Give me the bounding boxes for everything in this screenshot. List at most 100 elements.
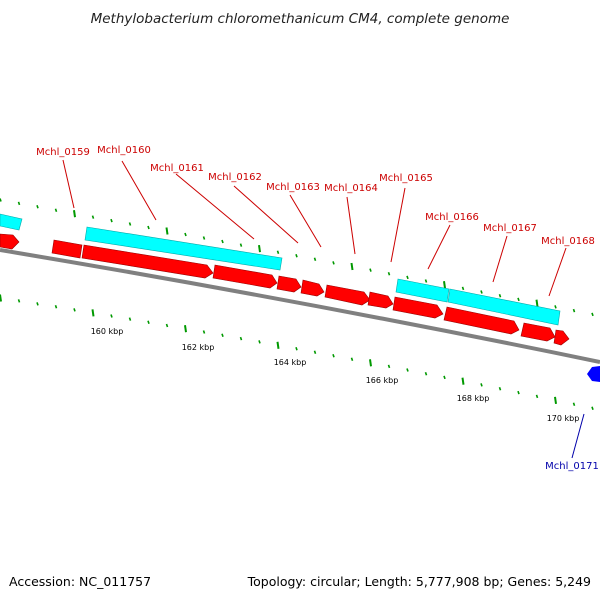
- scale-label: 166 kbp: [366, 376, 399, 385]
- minor-tick: [480, 290, 483, 294]
- minor-tick: [17, 299, 21, 303]
- major-tick: [443, 281, 446, 289]
- minor-tick: [517, 297, 520, 302]
- leader-line: [121, 160, 157, 221]
- minor-tick: [0, 198, 2, 202]
- minor-tick: [73, 308, 76, 312]
- gene-label[interactable]: Mchl_0159: [36, 147, 90, 158]
- leader-line: [175, 173, 255, 240]
- minor-tick: [332, 353, 335, 358]
- minor-tick: [54, 305, 58, 309]
- major-tick: [91, 309, 95, 317]
- gene-arrow[interactable]: [276, 275, 302, 293]
- major-tick: [165, 227, 169, 235]
- gene-arrow[interactable]: [367, 291, 394, 309]
- scale-labels: 160 kbp 162 kbp 164 kbp 166 kbp 168 kbp …: [91, 327, 580, 423]
- major-tick: [73, 210, 76, 218]
- minor-tick: [17, 201, 21, 206]
- cds-feature[interactable]: [395, 278, 450, 303]
- gene-label[interactable]: Mchl_0163: [266, 182, 320, 193]
- gene-label[interactable]: Mchl_0165: [379, 173, 433, 184]
- gene-label[interactable]: Mchl_0161: [150, 163, 204, 174]
- minor-tick: [406, 275, 409, 280]
- minor-tick: [54, 208, 58, 212]
- gene-label[interactable]: Mchl_0168: [541, 236, 595, 247]
- gene-arrow[interactable]: [81, 244, 214, 279]
- gene-arrow[interactable]: [443, 306, 520, 335]
- minor-tick: [350, 357, 354, 361]
- minor-tick: [517, 390, 520, 395]
- minor-tick: [443, 375, 446, 380]
- major-tick: [350, 262, 354, 271]
- minor-tick: [147, 225, 150, 230]
- gene-arrow[interactable]: [0, 233, 20, 250]
- minor-tick: [128, 222, 132, 226]
- gene-arrow[interactable]: [51, 239, 83, 259]
- gene-arrow[interactable]: [553, 329, 570, 346]
- gene-arrow[interactable]: [392, 296, 444, 319]
- gene-arrow[interactable]: [520, 322, 556, 342]
- cds-feature[interactable]: [84, 226, 283, 271]
- scale-label: 162 kbp: [182, 343, 215, 352]
- minor-tick: [202, 330, 206, 334]
- reverse-gene-arrow[interactable]: [587, 366, 600, 382]
- scale-label: 164 kbp: [274, 358, 307, 367]
- major-tick: [184, 325, 187, 333]
- minor-tick: [461, 286, 465, 291]
- label-leaders: [62, 159, 585, 459]
- gene-label[interactable]: Mchl_0167: [483, 223, 537, 234]
- minor-tick: [387, 364, 391, 369]
- major-tick: [554, 396, 557, 405]
- minor-tick: [221, 239, 224, 244]
- leader-line: [427, 224, 451, 270]
- minor-tick: [498, 386, 502, 391]
- minor-tick: [387, 271, 391, 276]
- gene-label[interactable]: Mchl_0171: [545, 461, 599, 472]
- minor-tick: [332, 261, 335, 265]
- minor-tick: [572, 402, 576, 407]
- genome-backbone: [0, 248, 600, 364]
- minor-tick: [424, 279, 428, 283]
- leader-line: [548, 247, 567, 297]
- minor-tick: [313, 350, 317, 354]
- gene-label[interactable]: Mchl_0164: [324, 183, 378, 194]
- gene-label[interactable]: Mchl_0160: [97, 145, 151, 156]
- minor-tick: [36, 205, 39, 209]
- scale-ticks: [0, 198, 594, 411]
- leader-line: [289, 194, 322, 248]
- major-tick: [461, 377, 465, 385]
- minor-tick: [498, 293, 502, 298]
- minor-tick: [184, 232, 187, 237]
- gene-label[interactable]: Mchl_0162: [208, 172, 262, 183]
- feature-track: [0, 213, 600, 382]
- minor-tick: [591, 312, 594, 317]
- minor-tick: [202, 236, 206, 240]
- major-tick: [0, 294, 2, 302]
- gene-arrow[interactable]: [324, 284, 371, 306]
- gene-labels: Mchl_0159 Mchl_0160 Mchl_0161 Mchl_0162 …: [36, 145, 599, 472]
- cds-feature[interactable]: [447, 288, 561, 326]
- minor-tick: [110, 218, 113, 223]
- minor-tick: [36, 302, 39, 306]
- gene-arrow[interactable]: [212, 264, 278, 289]
- minor-tick: [424, 371, 428, 376]
- minor-tick: [128, 317, 132, 321]
- scale-label: 160 kbp: [91, 327, 124, 336]
- minor-tick: [535, 394, 539, 399]
- minor-tick: [554, 305, 557, 309]
- major-tick: [258, 244, 261, 253]
- leader-line: [233, 185, 299, 244]
- cds-feature[interactable]: [0, 213, 23, 231]
- accession-text: Accession: NC_011757: [9, 574, 151, 589]
- minor-tick: [276, 250, 280, 254]
- minor-tick: [572, 308, 576, 313]
- minor-tick: [369, 268, 372, 272]
- minor-tick: [258, 340, 261, 344]
- leader-line: [390, 187, 406, 263]
- minor-tick: [295, 253, 298, 258]
- gene-arrow[interactable]: [300, 279, 325, 297]
- gene-label[interactable]: Mchl_0166: [425, 212, 479, 223]
- minor-tick: [110, 314, 113, 318]
- topology-text: Topology: circular; Length: 5,777,908 bp…: [247, 574, 591, 589]
